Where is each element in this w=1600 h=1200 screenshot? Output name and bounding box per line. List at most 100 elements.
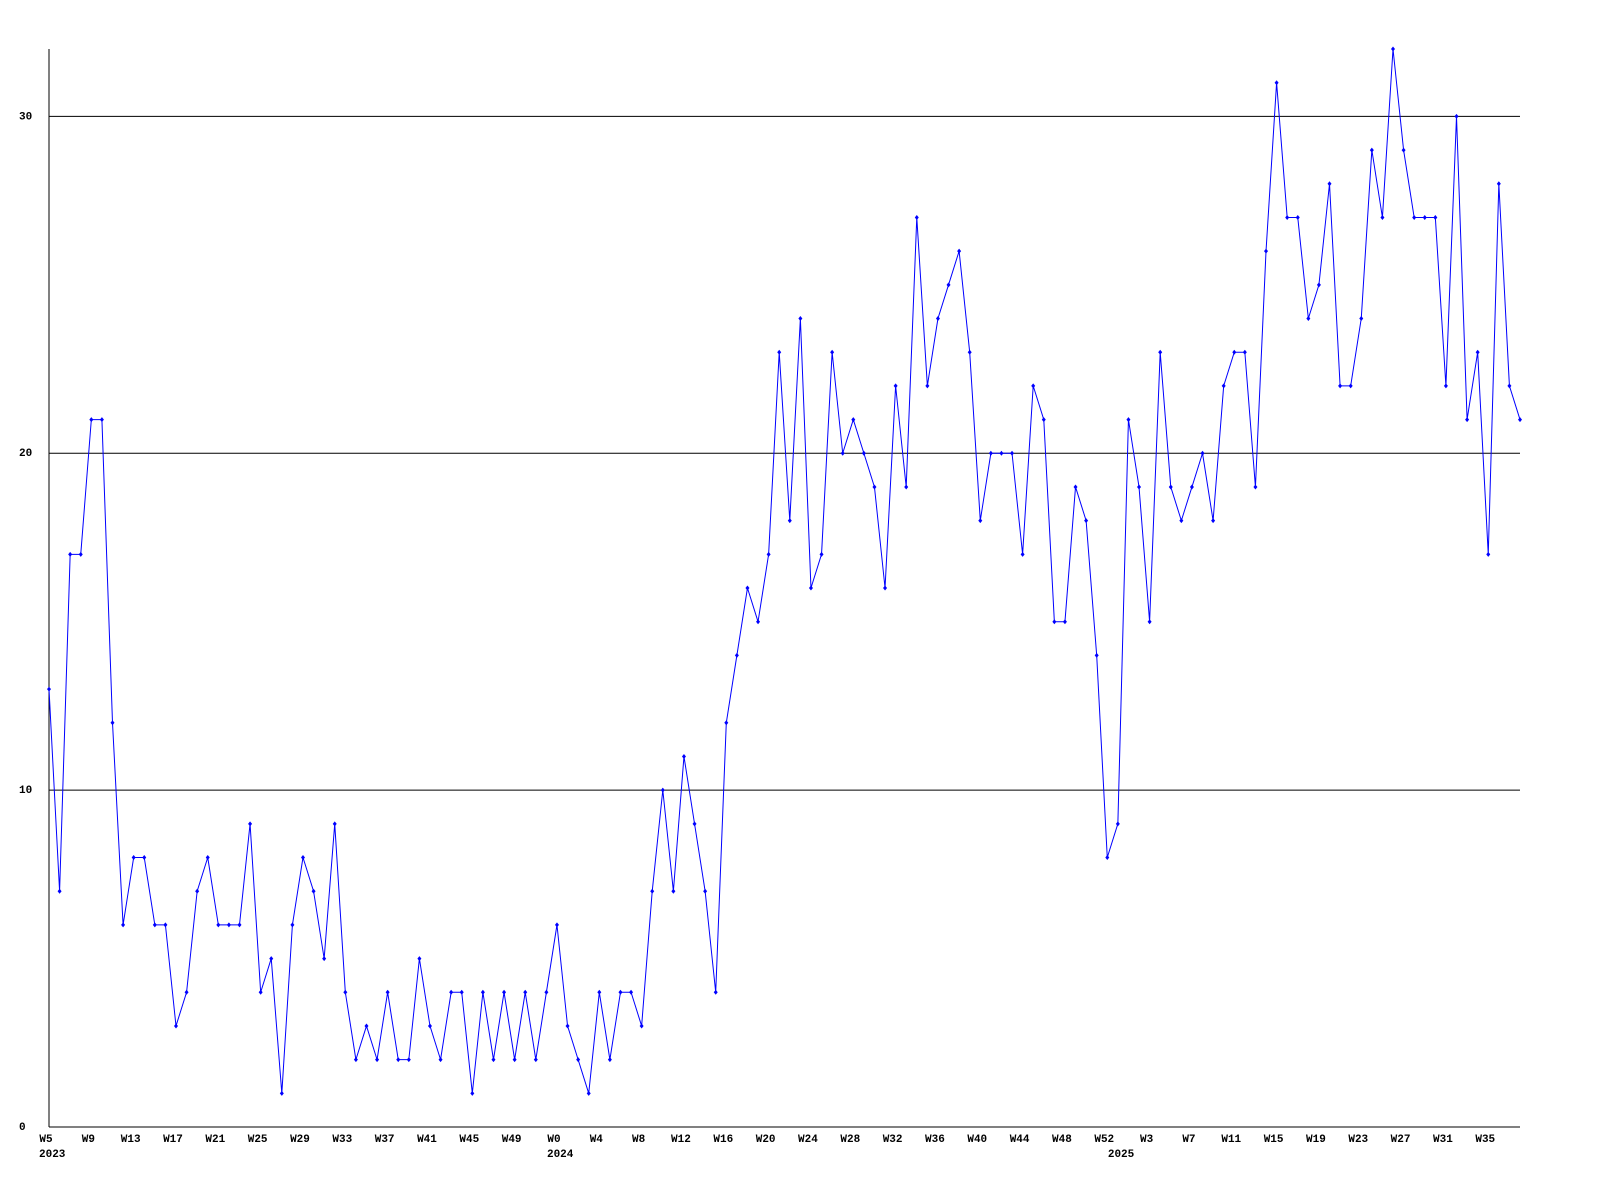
data-point bbox=[300, 855, 305, 860]
x-tick-label: W49 bbox=[502, 1134, 522, 1146]
data-point bbox=[999, 450, 1004, 456]
data-point bbox=[692, 821, 697, 827]
data-point bbox=[417, 956, 422, 962]
data-point bbox=[1391, 46, 1396, 52]
data-point bbox=[1264, 248, 1269, 254]
data-point bbox=[713, 989, 718, 995]
data-point bbox=[1242, 349, 1247, 355]
x-tick-label: W9 bbox=[82, 1134, 95, 1146]
x-tick-label: W13 bbox=[121, 1134, 141, 1146]
data-point bbox=[512, 1057, 517, 1063]
x-tick-label: W23 bbox=[1348, 1134, 1368, 1146]
data-point bbox=[1359, 316, 1364, 321]
data-point bbox=[1518, 417, 1522, 423]
data-point bbox=[1348, 383, 1353, 389]
x-tick-label: W5 bbox=[39, 1134, 53, 1146]
data-point bbox=[290, 922, 295, 928]
x-tick-label: W4 bbox=[590, 1134, 604, 1146]
data-point bbox=[502, 989, 507, 995]
x-tick-label: W3 bbox=[1140, 1134, 1154, 1146]
data-point bbox=[406, 1057, 411, 1063]
series-line bbox=[48, 48, 1521, 1094]
data-point bbox=[279, 1090, 284, 1096]
data-point bbox=[1274, 80, 1279, 86]
data-point bbox=[173, 1023, 178, 1029]
data-point bbox=[681, 753, 686, 759]
data-point bbox=[660, 787, 665, 793]
x-tick-label: W11 bbox=[1221, 1134, 1241, 1146]
data-point bbox=[258, 989, 263, 995]
data-point bbox=[1147, 619, 1152, 625]
data-point bbox=[1041, 417, 1046, 423]
x-tick-label: W41 bbox=[417, 1134, 437, 1146]
data-point bbox=[121, 922, 126, 928]
x-tick-label: W27 bbox=[1391, 1134, 1411, 1146]
data-point bbox=[1158, 349, 1163, 355]
data-point bbox=[1211, 518, 1216, 524]
data-point bbox=[872, 484, 877, 490]
data-point bbox=[205, 855, 210, 860]
data-point bbox=[1020, 551, 1025, 557]
data-point bbox=[756, 619, 761, 625]
data-point bbox=[332, 821, 337, 827]
data-point bbox=[89, 417, 94, 423]
data-point bbox=[1073, 484, 1078, 490]
data-point bbox=[57, 888, 62, 894]
data-point bbox=[565, 1023, 570, 1029]
data-point bbox=[978, 518, 983, 524]
data-point bbox=[1137, 484, 1142, 490]
data-point bbox=[427, 1023, 432, 1029]
data-point bbox=[1010, 450, 1015, 456]
data-point bbox=[777, 349, 782, 355]
data-point bbox=[1465, 417, 1470, 423]
data-point bbox=[1338, 383, 1343, 389]
data-point bbox=[470, 1090, 475, 1096]
data-point bbox=[396, 1057, 401, 1063]
x-tick-label: W24 bbox=[798, 1134, 818, 1146]
data-point bbox=[840, 450, 845, 456]
data-point bbox=[322, 956, 327, 962]
data-point bbox=[237, 922, 242, 928]
data-point bbox=[1232, 349, 1237, 355]
x-tick-label: W21 bbox=[205, 1134, 225, 1146]
data-point bbox=[1316, 282, 1321, 288]
data-point bbox=[798, 316, 803, 321]
data-point bbox=[830, 349, 835, 355]
x-tick-label: W40 bbox=[967, 1134, 987, 1146]
data-point bbox=[724, 720, 729, 726]
data-point bbox=[269, 956, 274, 962]
data-point bbox=[142, 855, 147, 860]
data-point bbox=[787, 518, 792, 524]
x-tick-label: W20 bbox=[756, 1134, 776, 1146]
x-tick-label: W15 bbox=[1264, 1134, 1284, 1146]
data-point bbox=[745, 585, 750, 591]
data-point bbox=[110, 720, 115, 726]
data-point bbox=[1253, 484, 1258, 490]
data-point bbox=[597, 989, 602, 995]
data-point bbox=[1094, 652, 1099, 658]
data-point bbox=[935, 316, 940, 321]
data-point bbox=[131, 855, 136, 860]
x-tick-label: W17 bbox=[163, 1134, 183, 1146]
data-point bbox=[1179, 518, 1184, 524]
x-tick-label: W19 bbox=[1306, 1134, 1326, 1146]
data-point bbox=[1031, 383, 1036, 389]
data-point bbox=[364, 1023, 369, 1029]
y-tick-label: 20 bbox=[19, 448, 32, 460]
data-point bbox=[533, 1057, 538, 1063]
data-point bbox=[967, 349, 972, 355]
data-point bbox=[734, 652, 739, 658]
year-label: 2024 bbox=[547, 1149, 574, 1161]
data-point bbox=[925, 383, 930, 389]
data-point bbox=[449, 989, 454, 995]
data-point bbox=[851, 417, 856, 423]
data-point bbox=[819, 551, 824, 557]
x-tick-label: W29 bbox=[290, 1134, 310, 1146]
data-point bbox=[99, 417, 104, 423]
data-point bbox=[1084, 518, 1089, 524]
data-point bbox=[184, 989, 189, 995]
data-point bbox=[914, 214, 919, 220]
y-tick-label: 0 bbox=[19, 1122, 26, 1134]
